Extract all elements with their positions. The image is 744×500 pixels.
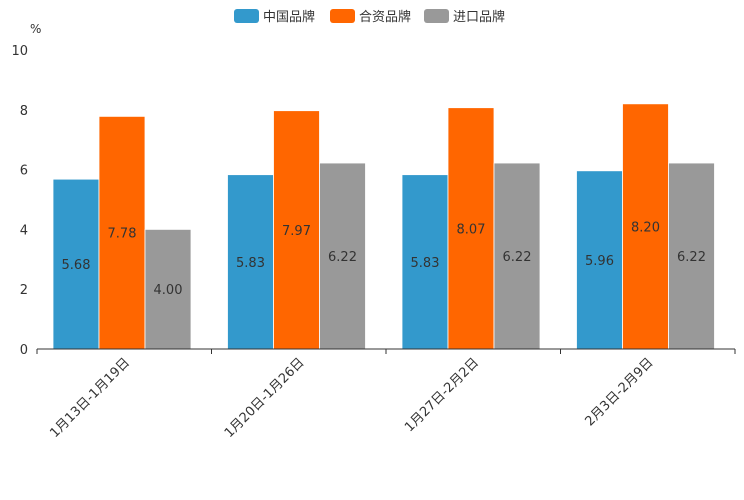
data-label-0-1: 5.83: [236, 256, 265, 271]
x-tick-label-2: 1月27日-2月2日: [402, 355, 482, 435]
legend-label-0[interactable]: 中国品牌: [263, 9, 315, 25]
bar-2-3: [668, 162, 715, 350]
bar-1-1: [273, 110, 320, 350]
bar-0-1: [227, 174, 274, 350]
bar-0-3: [576, 170, 623, 350]
y-tick-label-1: 2: [20, 283, 28, 298]
legend-label-2[interactable]: 进口品牌: [453, 9, 505, 25]
data-label-2-3: 6.22: [677, 250, 706, 265]
bar-1-2: [447, 107, 495, 350]
legend: 中国品牌 合资品牌 进口品牌: [234, 9, 505, 25]
data-label-1-3: 8.20: [631, 220, 660, 235]
y-tick-label-5: 10: [11, 44, 28, 59]
data-label-1-1: 7.97: [282, 224, 311, 239]
x-tick-label-0: 1月13日-1月19日: [47, 355, 133, 441]
data-label-0-0: 5.68: [62, 258, 91, 273]
legend-label-1[interactable]: 合资品牌: [359, 9, 411, 25]
x-tick-label-1: 1月20日-1月26日: [222, 355, 308, 441]
bars: 5.68 7.78 4.00 5.83 7.97 6.22 5.83 8.07 6.22 5.96…: [52, 103, 715, 350]
bar-2-0: [144, 228, 192, 350]
data-label-0-2: 5.83: [411, 256, 440, 271]
y-axis-unit-label: %: [30, 22, 41, 36]
y-axis: 0 2 4 6 8 10: [11, 44, 28, 358]
bar-2-1: [319, 162, 366, 350]
data-label-1-2: 8.07: [457, 222, 486, 237]
y-tick-label-0: 0: [20, 343, 28, 358]
x-tick-label-3: 2月3日-2月9日: [582, 355, 656, 429]
data-label-2-1: 6.22: [328, 250, 357, 265]
legend-swatch-2[interactable]: [424, 9, 449, 23]
x-axis: 1月13日-1月19日 1月20日-1月26日 1月27日-2月2日 2月3日-2月9…: [36, 348, 736, 441]
y-tick-label-3: 6: [20, 164, 28, 179]
bar-1-0: [98, 115, 146, 350]
legend-swatch-0[interactable]: [234, 9, 259, 23]
data-label-1-0: 7.78: [108, 227, 137, 242]
bar-0-0: [52, 178, 100, 350]
data-label-2-2: 6.22: [503, 250, 532, 265]
data-label-2-0: 4.00: [154, 283, 183, 298]
legend-swatch-1[interactable]: [330, 9, 355, 23]
y-tick-label-4: 8: [20, 104, 28, 119]
y-tick-label-2: 4: [20, 223, 28, 238]
data-label-0-3: 5.96: [585, 254, 614, 269]
